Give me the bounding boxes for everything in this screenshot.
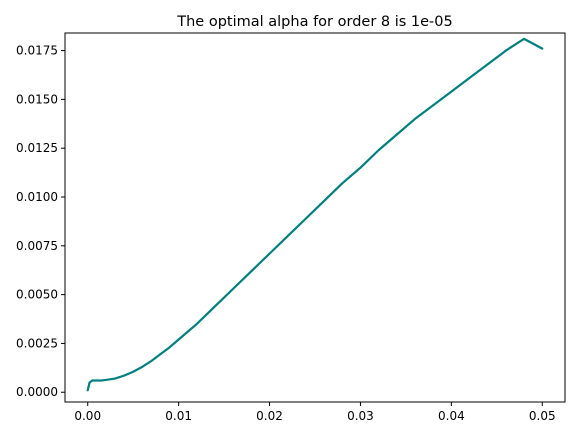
- y-tick-label: 0.0125: [16, 141, 58, 155]
- y-axis: 0.0000 0.0025 0.0050 0.0075 0.0100 0.0125 0.01…: [16, 44, 65, 399]
- y-tick-label: 0.0075: [16, 239, 58, 253]
- x-tick-label: 0.01: [165, 409, 192, 423]
- x-tick-label: 0.03: [347, 409, 374, 423]
- y-tick-label: 0.0000: [16, 385, 58, 399]
- x-tick-label: 0.00: [74, 409, 101, 423]
- chart-title: The optimal alpha for order 8 is 1e-05: [176, 14, 453, 30]
- x-axis: 0.00 0.01 0.02 0.03 0.04 0.05: [74, 402, 556, 423]
- x-tick-label: 0.05: [529, 409, 556, 423]
- series-group: [86, 37, 544, 392]
- y-tick-label: 0.0050: [16, 288, 58, 302]
- y-tick-label: 0.0150: [16, 92, 58, 106]
- x-tick-label: 0.04: [438, 409, 465, 423]
- x-tick-label: 0.02: [256, 409, 283, 423]
- y-tick-label: 0.0175: [16, 44, 58, 58]
- y-tick-label: 0.0100: [16, 190, 58, 204]
- series-line: [86, 37, 544, 392]
- plot-frame: [64, 32, 566, 403]
- y-tick-label: 0.0025: [16, 336, 58, 350]
